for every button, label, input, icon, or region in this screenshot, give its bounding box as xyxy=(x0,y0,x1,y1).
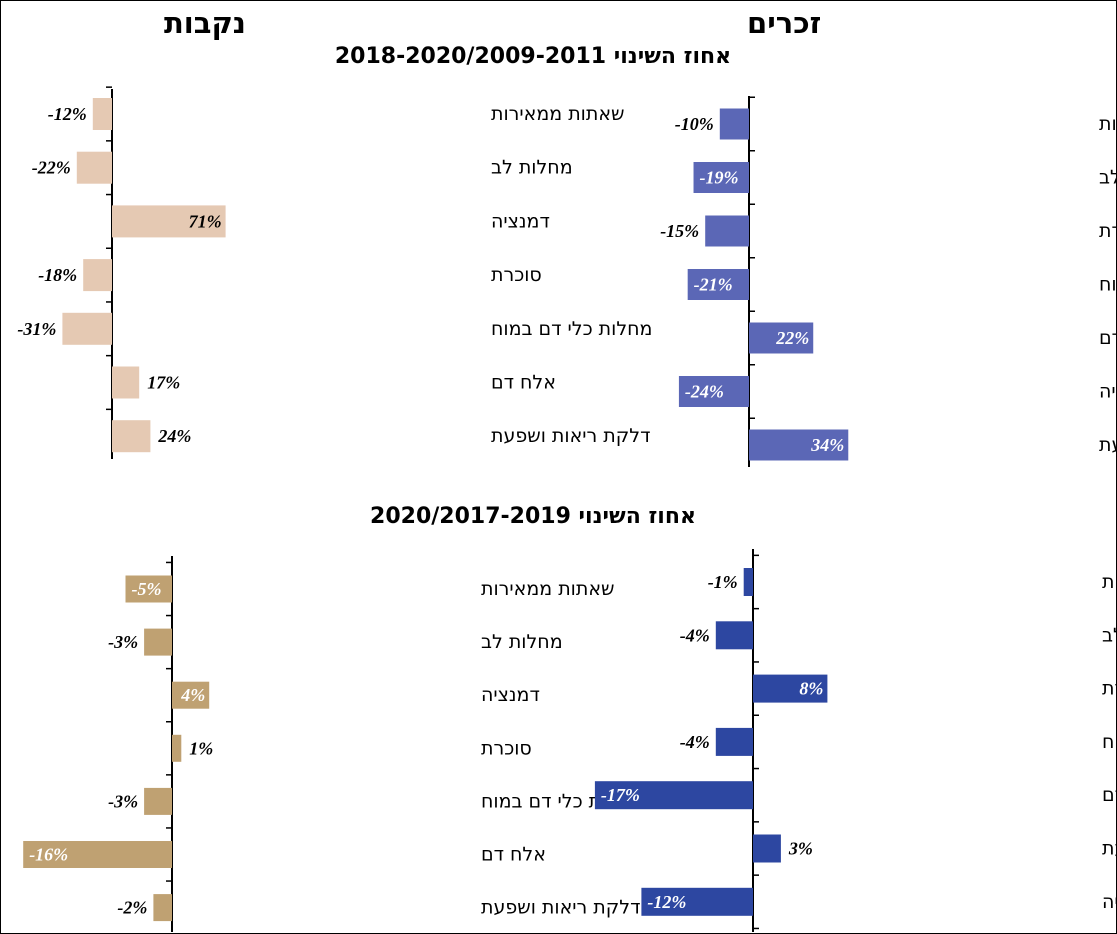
category-label: סוכרת xyxy=(491,264,542,286)
data-label: -17% xyxy=(601,785,640,805)
bar xyxy=(144,787,172,815)
data-label: -12% xyxy=(48,104,87,124)
category-label: דמנציה xyxy=(481,684,540,706)
category-label: סוכרת xyxy=(1099,220,1116,242)
section-title-2011: אחוז השינוי 2018-2020/2009-2011 xyxy=(334,44,732,69)
data-label: -4% xyxy=(680,732,710,752)
female-header: נקבות xyxy=(164,6,246,40)
category-label: דלקת ריאות ושפעת xyxy=(1102,838,1116,860)
category-label: שאתות ממאירות xyxy=(1099,113,1116,135)
category-label: מחלות כלי דם במוח xyxy=(1102,731,1116,753)
category-label: מחלות כליה xyxy=(1102,891,1116,913)
data-label: -16% xyxy=(29,845,68,865)
male-header: זכרים xyxy=(747,6,822,40)
bar xyxy=(715,727,753,756)
bar xyxy=(749,429,849,461)
data-label: -31% xyxy=(17,319,56,339)
data-label: -5% xyxy=(132,579,162,599)
category-label: דמנציה xyxy=(491,210,550,232)
data-label: -15% xyxy=(660,221,699,241)
bar xyxy=(83,259,112,292)
data-label: -3% xyxy=(108,632,138,652)
category-label: סוכרת xyxy=(1102,678,1116,700)
data-label: 8% xyxy=(799,679,823,699)
category-label: אלח דם xyxy=(491,372,556,394)
section-title-2019: אחוז השינוי 2020/2017-2019 xyxy=(370,504,696,529)
category-label: אלח דם xyxy=(1099,327,1116,349)
data-label: -24% xyxy=(685,382,724,402)
data-label: -4% xyxy=(680,625,710,645)
bar xyxy=(92,98,112,130)
bar xyxy=(641,887,753,916)
data-label: 71% xyxy=(189,211,222,231)
category-label: אלח דם xyxy=(481,844,546,866)
category-label: מחלות כלי דם במוח xyxy=(491,318,652,340)
bar xyxy=(594,781,753,810)
data-label: -22% xyxy=(32,158,71,178)
category-label: שאתות ממאירות xyxy=(491,103,625,125)
bar xyxy=(112,366,140,399)
data-label: -18% xyxy=(38,265,77,285)
bar xyxy=(753,834,781,863)
category-label: מחלות כלי דם במוח xyxy=(1099,274,1116,296)
bar xyxy=(153,894,172,922)
data-label: 4% xyxy=(180,685,205,705)
data-label: -1% xyxy=(708,572,738,592)
bar xyxy=(112,205,226,238)
bar xyxy=(705,215,749,247)
bar xyxy=(678,376,749,407)
data-label: 34% xyxy=(810,435,844,455)
bar xyxy=(687,269,749,300)
bar xyxy=(62,312,112,345)
data-label: 3% xyxy=(788,839,813,859)
data-label: -12% xyxy=(647,892,686,912)
bar xyxy=(693,162,749,193)
data-label: 24% xyxy=(157,426,191,446)
category-label: מחלות לב xyxy=(1099,167,1116,189)
category-label: מחלות כליה xyxy=(1099,381,1116,403)
category-label: מחלות לב xyxy=(491,157,573,179)
bar xyxy=(144,628,172,656)
data-label: -19% xyxy=(700,168,739,188)
category-label: שאתות ממאירות xyxy=(1102,571,1116,593)
data-label: -3% xyxy=(108,791,138,811)
bar xyxy=(172,681,210,709)
category-label: אלח דם xyxy=(1102,784,1116,806)
bar xyxy=(172,734,182,762)
bar xyxy=(715,621,753,650)
bar xyxy=(125,575,172,603)
category-label: מחלות לב xyxy=(481,631,563,653)
category-label: סוכרת xyxy=(481,737,532,759)
category-label: דלקת ריאות ושפעת xyxy=(481,897,640,919)
data-label: 22% xyxy=(775,328,809,348)
bar xyxy=(76,151,112,184)
category-label: שאתות ממאירות xyxy=(481,578,615,600)
category-label: מחלות לב xyxy=(1102,624,1116,646)
data-label: -2% xyxy=(117,898,147,918)
category-label: דלקת ריאות ושפעת xyxy=(1099,434,1116,456)
data-label: 17% xyxy=(147,373,180,393)
bar xyxy=(743,568,753,596)
bar xyxy=(112,420,151,453)
data-label: -10% xyxy=(675,114,714,134)
bar xyxy=(753,674,828,703)
bar xyxy=(719,108,749,140)
data-label: -21% xyxy=(694,275,733,295)
data-label: 1% xyxy=(189,738,213,758)
bar xyxy=(749,322,814,354)
category-label: דלקת ריאות ושפעת xyxy=(491,425,650,447)
bar xyxy=(23,841,173,868)
